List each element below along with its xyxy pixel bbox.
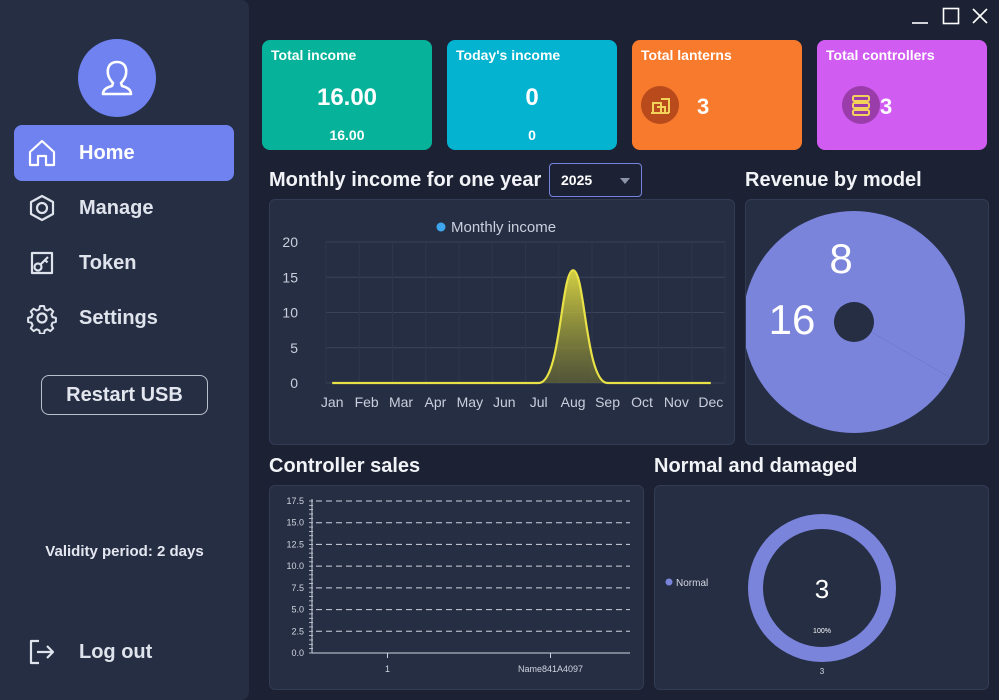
nav-home-label: Home bbox=[79, 141, 135, 164]
card-value: 3 bbox=[697, 94, 710, 119]
y-tick-label: 7.5 bbox=[291, 583, 304, 593]
card-subvalue: 0 bbox=[528, 127, 536, 143]
pie-slice bbox=[854, 211, 965, 378]
avatar[interactable] bbox=[78, 39, 156, 117]
monthly-income-title: Monthly income for one year bbox=[269, 169, 542, 191]
card-value: 16.00 bbox=[316, 84, 378, 111]
y-tick-label: 15 bbox=[282, 269, 298, 285]
logout-icon bbox=[26, 636, 58, 668]
y-tick-label: 20 bbox=[282, 234, 298, 250]
sidebar: Home Manage Token Settings Restart USB V… bbox=[0, 0, 249, 700]
maximize-button[interactable] bbox=[940, 5, 962, 27]
manage-icon bbox=[26, 192, 58, 224]
controller-sales-panel: 0.0 2.5 5.0 7.5 10.0 12.5 15.0 17.5 1 Name841A409… bbox=[269, 485, 644, 690]
x-tick-label: May bbox=[457, 394, 483, 410]
minimize-icon bbox=[912, 22, 928, 24]
nav-manage-label: Manage bbox=[79, 196, 154, 219]
card-value: 0 bbox=[525, 84, 539, 111]
percent-label: 100% bbox=[813, 628, 831, 635]
normal-damaged-panel: Normal 3 100% 3 bbox=[654, 485, 989, 690]
revenue-title: Revenue by model bbox=[745, 169, 922, 191]
token-icon bbox=[26, 247, 58, 279]
x-tick-label: Nov bbox=[664, 394, 689, 410]
normal-damaged-chart: Normal 3 100% 3 bbox=[665, 514, 896, 676]
normal-damaged-title: Normal and damaged bbox=[654, 455, 858, 477]
legend-marker bbox=[665, 578, 673, 586]
card-total-lanterns: Total lanterns 3 bbox=[632, 40, 802, 150]
x-tick-label: Mar bbox=[389, 394, 413, 410]
y-tick-label: 0 bbox=[290, 375, 298, 391]
maximize-icon bbox=[942, 7, 960, 25]
y-tick-label: 15.0 bbox=[286, 518, 304, 528]
controller-sales-chart: 0.0 2.5 5.0 7.5 10.0 12.5 15.0 17.5 1 Name841A409… bbox=[286, 496, 630, 674]
close-icon bbox=[972, 8, 988, 24]
card-subvalue: 16.00 bbox=[329, 127, 365, 143]
legend-label: Monthly income bbox=[451, 219, 556, 236]
card-total-income: Total income 16.00 16.00 bbox=[262, 40, 432, 150]
card-today-income: Today's income 0 0 bbox=[447, 40, 617, 150]
monthly-income-chart: Monthly income 0 5 10 15 20 Jan Feb Mar Apr May Jun… bbox=[282, 219, 726, 410]
validity-period: Validity period: 2 days bbox=[45, 543, 204, 560]
home-icon bbox=[26, 137, 58, 169]
logout-label: Log out bbox=[79, 640, 153, 663]
nav-token[interactable]: Token bbox=[14, 235, 234, 291]
y-tick-label: 12.5 bbox=[286, 539, 304, 549]
center-value: 3 bbox=[815, 574, 829, 604]
card-title: Total income bbox=[271, 47, 357, 63]
x-tick-label: Apr bbox=[425, 394, 447, 410]
area-fill bbox=[332, 270, 711, 383]
x-tick-label: Name841A4097 bbox=[518, 664, 583, 674]
lantern-icon bbox=[641, 86, 679, 124]
x-tick-label: Oct bbox=[631, 394, 653, 410]
card-total-controllers: Total controllers 3 bbox=[817, 40, 987, 150]
user-icon bbox=[101, 60, 133, 96]
revenue-panel: 8 16 bbox=[745, 199, 989, 445]
y-tick-label: 17.5 bbox=[286, 496, 304, 506]
restart-usb-button[interactable]: Restart USB bbox=[41, 375, 208, 415]
card-title: Today's income bbox=[456, 47, 561, 63]
y-tick-label: 5 bbox=[290, 340, 298, 356]
y-tick-label: 10 bbox=[282, 305, 298, 321]
nav-token-label: Token bbox=[79, 251, 137, 274]
x-tick-label: Jun bbox=[493, 394, 516, 410]
x-tick-label: 1 bbox=[385, 664, 390, 674]
y-tick-label: 2.5 bbox=[291, 626, 304, 636]
nav-manage[interactable]: Manage bbox=[14, 180, 234, 236]
x-tick-label: Jan bbox=[321, 394, 344, 410]
legend-label: Normal bbox=[676, 578, 708, 589]
nav-home[interactable]: Home bbox=[14, 125, 234, 181]
controller-icon bbox=[842, 86, 880, 124]
card-title: Total lanterns bbox=[641, 47, 732, 63]
nav-settings-label: Settings bbox=[79, 306, 158, 329]
x-tick-label: Sep bbox=[595, 394, 620, 410]
nav-settings[interactable]: Settings bbox=[14, 290, 234, 346]
bottom-label: 3 bbox=[820, 667, 825, 676]
y-tick-label: 0.0 bbox=[291, 648, 304, 658]
gear-icon bbox=[26, 302, 58, 334]
year-select-value: 2025 bbox=[561, 172, 593, 188]
pie-slice bbox=[746, 211, 951, 433]
y-tick-label: 5.0 bbox=[291, 605, 304, 615]
legend-marker bbox=[436, 222, 446, 232]
close-button[interactable] bbox=[969, 5, 991, 27]
logout-button[interactable]: Log out bbox=[14, 624, 234, 680]
y-tick-label: 10.0 bbox=[286, 561, 304, 571]
x-tick-label: Feb bbox=[355, 394, 379, 410]
year-select[interactable]: 2025 bbox=[549, 163, 642, 197]
revenue-chart: 8 16 bbox=[746, 211, 965, 433]
minimize-button[interactable] bbox=[909, 5, 931, 27]
x-tick-label: Jul bbox=[530, 394, 548, 410]
x-tick-label: Dec bbox=[698, 394, 723, 410]
slice-label: 8 bbox=[829, 235, 852, 282]
chevron-down-icon bbox=[620, 178, 630, 184]
card-value: 3 bbox=[880, 94, 893, 119]
series-line bbox=[332, 269, 711, 385]
card-title: Total controllers bbox=[826, 47, 935, 63]
slice-label: 16 bbox=[769, 296, 816, 343]
x-tick-label: Aug bbox=[561, 394, 586, 410]
controller-sales-title: Controller sales bbox=[269, 455, 421, 477]
monthly-income-panel: Monthly income 0 5 10 15 20 Jan Feb Mar Apr May Jun… bbox=[269, 199, 735, 445]
